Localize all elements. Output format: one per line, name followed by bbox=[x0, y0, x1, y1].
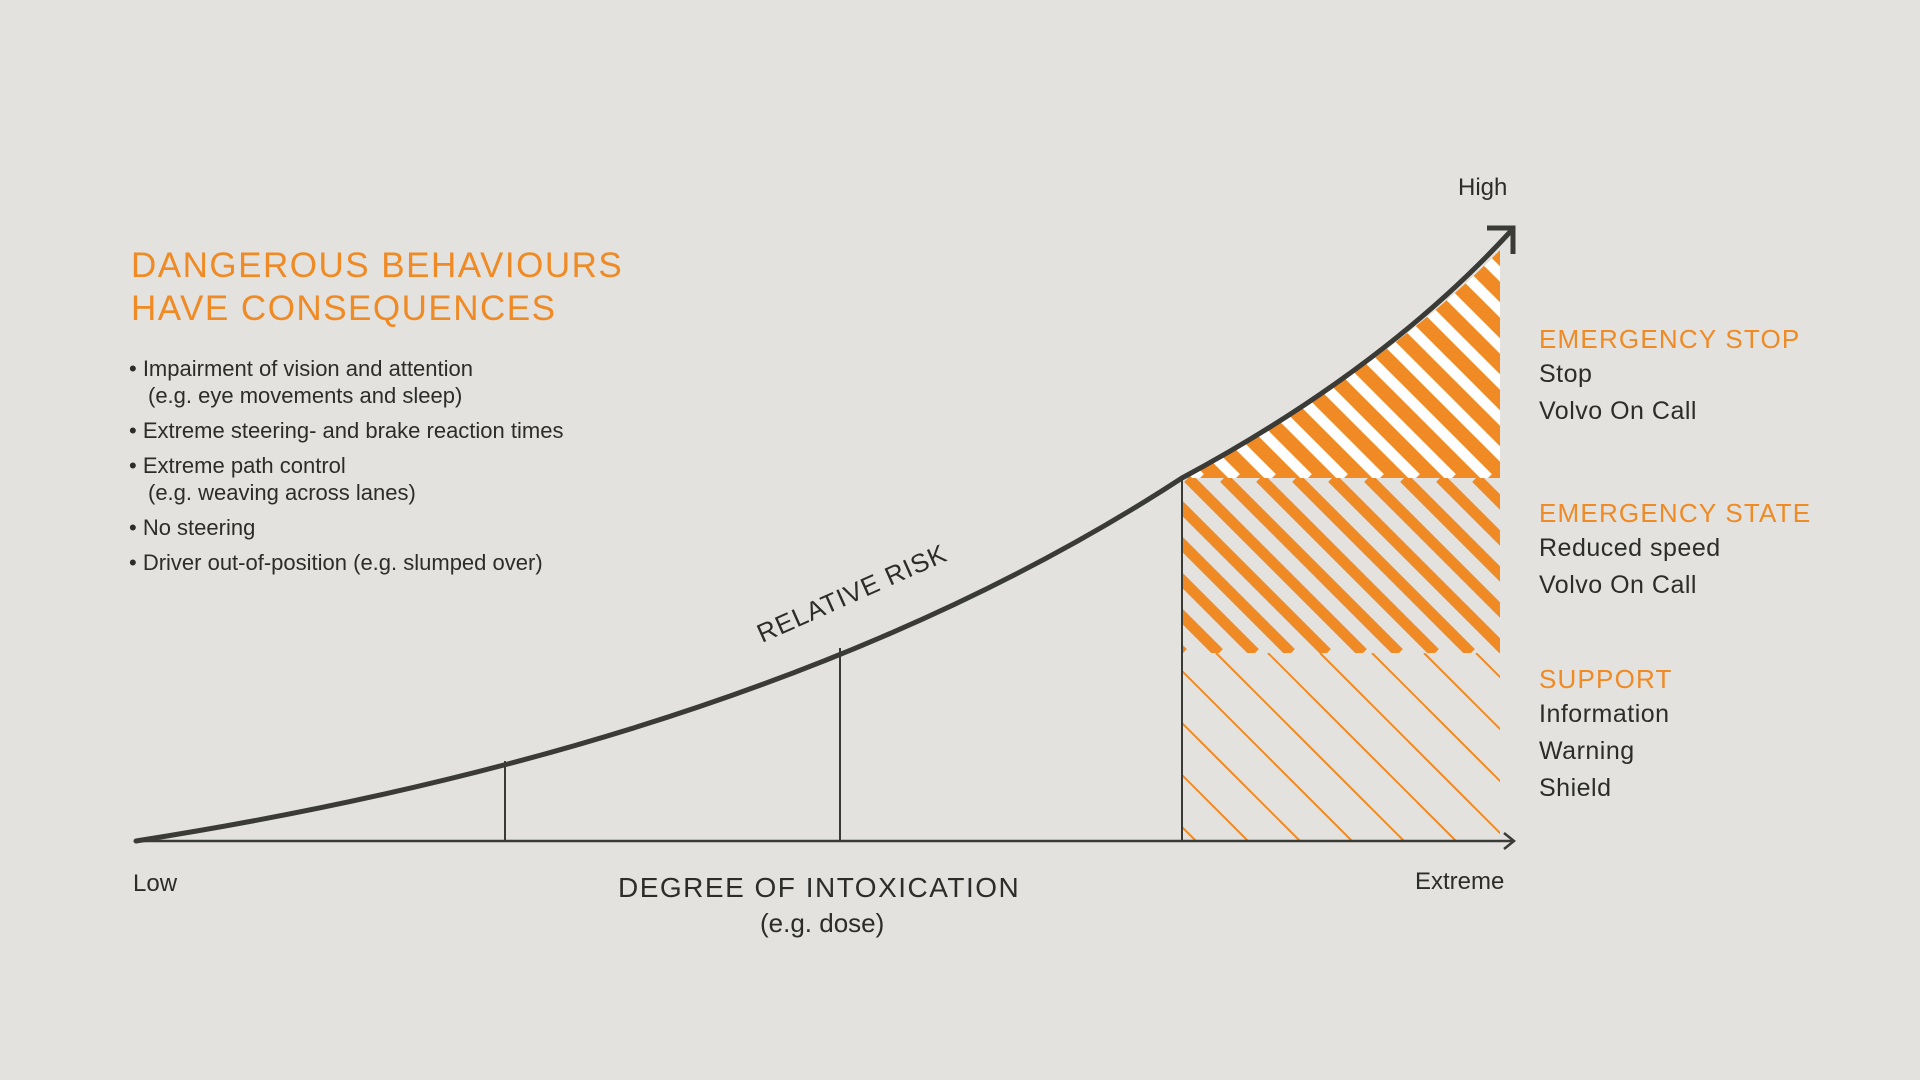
risk-curve-arrowhead bbox=[1487, 225, 1516, 254]
hatch-line bbox=[1184, 478, 1367, 653]
hatch-line bbox=[852, 653, 1040, 841]
hatch-line bbox=[904, 653, 1092, 841]
emergency-state-item: Reduced speed bbox=[1539, 534, 1721, 562]
x-axis-subtitle: (e.g. dose) bbox=[760, 908, 885, 938]
support-item: Warning bbox=[1539, 737, 1635, 765]
relative-risk-label: RELATIVE RISK bbox=[752, 538, 951, 649]
hatch-line bbox=[1292, 478, 1475, 653]
hatch-line bbox=[1371, 653, 1500, 783]
hatch-line bbox=[844, 230, 1092, 478]
hatch-line bbox=[1319, 653, 1500, 835]
support-item: Information bbox=[1539, 700, 1670, 728]
emergency-stop-item: Volvo On Call bbox=[1539, 397, 1697, 425]
hatch-line bbox=[1182, 572, 1259, 653]
emergency-stop-legend: EMERGENCY STOP Stop Volvo On Call bbox=[1539, 322, 1800, 430]
hatch-line bbox=[1436, 478, 1500, 546]
list-item: • Impairment of vision and attention (e.… bbox=[129, 355, 563, 409]
hatch-line bbox=[1364, 478, 1500, 618]
hatch-line bbox=[1423, 653, 1500, 731]
list-item-note: (e.g. eye movements and sleep) bbox=[148, 383, 463, 408]
hatch-line bbox=[1328, 478, 1500, 653]
hatch-line bbox=[1220, 478, 1403, 653]
hatch-line bbox=[1182, 250, 1240, 478]
list-item-note: (e.g. weaving across lanes) bbox=[148, 480, 416, 505]
hatch-line bbox=[772, 230, 1020, 478]
list-item: • Driver out-of-position (e.g. slumped o… bbox=[129, 549, 563, 576]
relative-risk-curve bbox=[133, 229, 1513, 844]
x-axis-high-label: Extreme bbox=[1415, 868, 1505, 895]
title-line-2: HAVE CONSEQUENCES bbox=[131, 289, 557, 328]
hatch-line bbox=[1182, 669, 1353, 841]
list-item-text: • Extreme path control bbox=[129, 453, 346, 478]
list-item: • Extreme steering- and brake reaction t… bbox=[129, 417, 563, 444]
hatch-line bbox=[1182, 721, 1301, 841]
emergency-state-zone bbox=[936, 478, 1500, 653]
hatch-line bbox=[1267, 653, 1457, 841]
x-axis-title: DEGREE OF INTOXICATION bbox=[618, 872, 1021, 903]
hatch-line bbox=[1400, 478, 1500, 582]
page-title: DANGEROUS BEHAVIOURS HAVE CONSEQUENCES bbox=[131, 244, 623, 330]
hatch-line bbox=[1182, 250, 1312, 478]
list-item-text: • Driver out-of-position (e.g. slumped o… bbox=[129, 550, 543, 575]
hatch-line bbox=[1182, 608, 1223, 653]
support-legend: SUPPORT Information Warning Shield bbox=[1539, 662, 1673, 807]
x-axis-low-label: Low bbox=[133, 870, 178, 897]
emergency-state-legend: EMERGENCY STATE Reduced speed Volvo On C… bbox=[1539, 496, 1811, 604]
hatch-line bbox=[1182, 250, 1204, 478]
hatch-line bbox=[1182, 536, 1295, 653]
hatch-line bbox=[1182, 773, 1249, 841]
hatch-line bbox=[1182, 250, 1276, 478]
list-item: • No steering bbox=[129, 514, 563, 541]
emergency-state-item: Volvo On Call bbox=[1539, 571, 1697, 599]
hatch-line bbox=[1215, 653, 1405, 841]
emergency-stop-item: Stop bbox=[1539, 360, 1593, 388]
list-item-text: • Extreme steering- and brake reaction t… bbox=[129, 418, 564, 443]
hatch-line bbox=[916, 230, 1164, 478]
hatch-line bbox=[800, 653, 988, 841]
hatch-line bbox=[956, 653, 1144, 841]
hatch-line bbox=[808, 230, 1056, 478]
hatch-line bbox=[1182, 250, 1348, 478]
support-zone bbox=[800, 653, 1500, 841]
hatch-line bbox=[1256, 478, 1439, 653]
hatch-line bbox=[880, 230, 1128, 478]
hatch-line bbox=[736, 230, 984, 478]
hatch-line bbox=[700, 230, 948, 478]
support-title: SUPPORT bbox=[1539, 664, 1673, 694]
hatch-line bbox=[972, 478, 1147, 653]
behaviour-list: • Impairment of vision and attention (e.… bbox=[129, 355, 563, 584]
hatch-line bbox=[1182, 500, 1331, 653]
emergency-stop-title: EMERGENCY STOP bbox=[1539, 324, 1801, 354]
list-item-text: • No steering bbox=[129, 515, 256, 540]
hatch-line bbox=[1452, 250, 1500, 478]
emergency-state-title: EMERGENCY STATE bbox=[1539, 498, 1812, 528]
support-item: Shield bbox=[1539, 774, 1612, 802]
hatch-line bbox=[936, 478, 1111, 653]
title-line-1: DANGEROUS BEHAVIOURS bbox=[131, 246, 624, 285]
y-axis-high-label: High bbox=[1458, 174, 1508, 201]
x-axis-arrowhead bbox=[1503, 832, 1517, 850]
list-item-text: • Impairment of vision and attention bbox=[129, 356, 473, 381]
list-item: • Extreme path control (e.g. weaving acr… bbox=[129, 452, 563, 506]
hatch-line bbox=[1182, 825, 1197, 841]
